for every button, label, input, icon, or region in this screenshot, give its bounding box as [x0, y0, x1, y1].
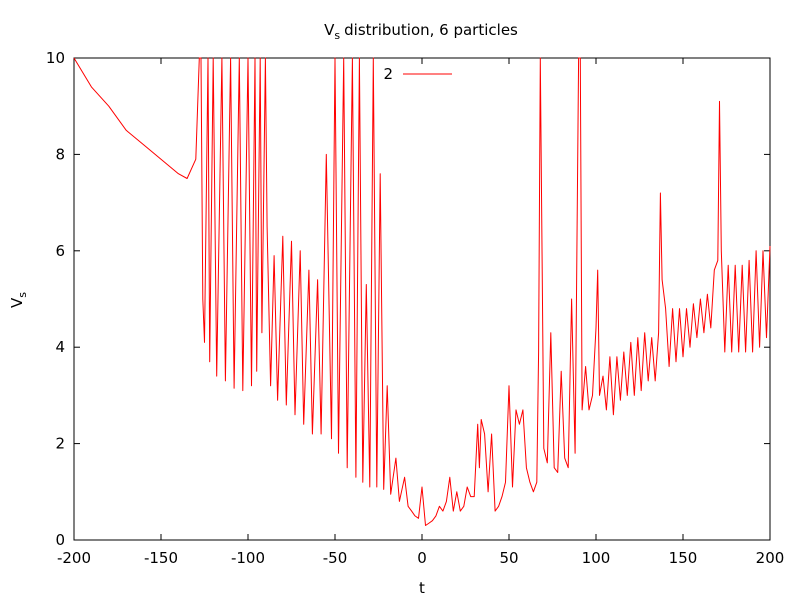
chart-title: Vs distribution, 6 particles — [324, 21, 518, 42]
plot-frame — [73, 57, 771, 541]
x-tick-label: 150 — [669, 549, 698, 567]
chart-title-text: distribution, 6 particles — [344, 21, 518, 39]
x-tick-label: -100 — [231, 549, 265, 567]
x-tick-label: 0 — [417, 549, 427, 567]
x-tick-label: 200 — [756, 549, 785, 567]
y-tick-label: 0 — [55, 531, 65, 549]
legend: 2 — [383, 65, 452, 83]
x-axis-title: t — [419, 579, 425, 597]
chart-title-subscript: s — [334, 29, 340, 42]
y-tick-label: 10 — [46, 49, 65, 67]
y-tick-label: 4 — [55, 338, 65, 356]
x-tick-label: -150 — [144, 549, 178, 567]
legend-label: 2 — [383, 65, 393, 83]
x-tick-label: 100 — [582, 549, 611, 567]
x-tick-label: 50 — [499, 549, 518, 567]
y-tick-label: 6 — [55, 242, 65, 260]
x-axis: -200 -150 -100 -50 0 50 100 150 200 — [57, 58, 784, 567]
y-axis-title-subscript: s — [16, 292, 29, 298]
y-tick-label: 8 — [55, 145, 65, 163]
y-axis: 0 2 4 6 8 10 — [46, 49, 770, 549]
y-axis-title: Vs — [8, 292, 29, 308]
chart-title-symbol: V — [324, 21, 335, 39]
y-tick-label: 2 — [55, 435, 65, 453]
x-tick-label: -50 — [323, 549, 348, 567]
series-line-2 — [73, 57, 771, 526]
y-axis-title-symbol: V — [8, 297, 26, 308]
series-group — [73, 57, 771, 526]
x-tick-label: -200 — [57, 549, 91, 567]
